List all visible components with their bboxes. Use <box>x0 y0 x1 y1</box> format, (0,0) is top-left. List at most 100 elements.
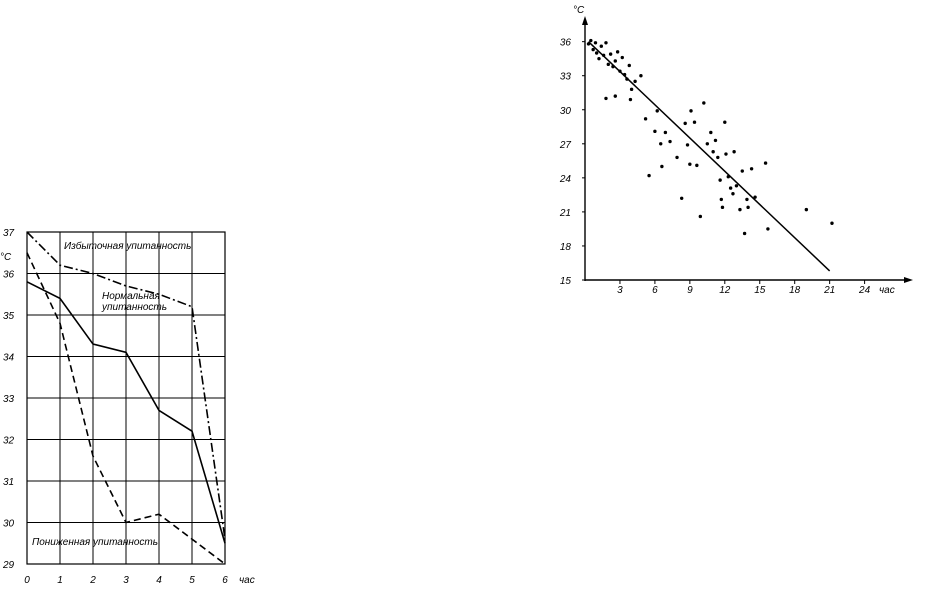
scatter-point <box>713 138 718 143</box>
scatter-point <box>597 56 601 61</box>
scatter-point <box>606 62 610 67</box>
scatter-point <box>718 178 722 182</box>
scatter-point <box>604 41 608 45</box>
scatter-point <box>732 150 736 154</box>
scatter-point <box>663 130 668 135</box>
left-y-tick-label: 37 <box>3 228 15 239</box>
annotation-low: Пониженная упитанность <box>32 537 158 548</box>
annotation-normal-line-2: упитанность <box>101 302 167 313</box>
scatter-point <box>695 163 699 168</box>
left-x-tick-label: 1 <box>57 575 63 586</box>
scatter-point <box>766 227 770 231</box>
left-x-tick-label: 4 <box>156 575 162 586</box>
scatter-point <box>705 142 710 146</box>
scatter-point <box>679 196 684 200</box>
scatter-point <box>728 186 733 190</box>
scatter-point <box>639 74 643 78</box>
scatter-point <box>594 51 599 55</box>
scatter-point <box>643 117 648 121</box>
left-x-tick-label: 2 <box>89 575 96 586</box>
right-y-tick-label: 36 <box>560 38 572 49</box>
scatter-point <box>629 87 634 92</box>
right-x-tick-label: 24 <box>858 285 871 296</box>
scatter-point <box>740 169 744 173</box>
right-chart-x-ticks: 3 6 9 12 15 18 21 24 <box>617 280 871 296</box>
scatter-point <box>742 231 747 236</box>
scatter-point <box>647 173 651 178</box>
scatter-point <box>749 167 754 171</box>
annotation-excess: Избыточная упитанность <box>64 240 191 252</box>
scatter-point <box>653 129 657 134</box>
scatter-point <box>668 139 672 144</box>
scatter-point <box>692 120 697 124</box>
right-x-tick-label: 18 <box>789 285 801 296</box>
right-y-tick-label: 33 <box>560 72 572 83</box>
left-y-tick-label: 30 <box>3 519 15 530</box>
left-y-tick-label: 34 <box>3 353 15 364</box>
scatter-point <box>709 130 713 135</box>
scatter-point <box>620 55 624 60</box>
scatter-point <box>698 214 703 219</box>
right-chart-x-axis-arrow <box>904 277 913 283</box>
left-y-tick-label: 36 <box>3 270 15 281</box>
left-chart-y-ticks: 29 30 31 32 33 34 35 36 37 <box>2 228 15 571</box>
left-series-line <box>26 281 226 544</box>
right-chart-y-ticks: 15 18 21 24 27 30 33 36 <box>559 38 585 287</box>
right-chart-y-axis-label: °C <box>573 5 585 16</box>
left-chart-grid <box>27 232 225 564</box>
scatter-point <box>716 155 720 160</box>
scatter-point <box>734 184 739 188</box>
right-x-tick-label: 3 <box>617 285 623 296</box>
scatter-point <box>628 97 633 102</box>
scatter-point <box>763 161 768 165</box>
left-y-tick-label: 33 <box>3 394 15 405</box>
scatter-point <box>659 142 663 146</box>
scatter-point <box>613 94 617 98</box>
scatter-point <box>738 207 742 212</box>
scatter-point <box>830 221 834 225</box>
right-y-tick-label: 21 <box>559 208 571 219</box>
scatter-point <box>615 50 620 54</box>
scatter-point <box>675 155 679 160</box>
left-y-tick-label: 31 <box>3 477 14 488</box>
right-x-tick-label: 6 <box>652 285 658 296</box>
right-y-tick-label: 18 <box>560 242 572 253</box>
right-chart-trend-line <box>587 41 831 272</box>
right-chart-y-axis-arrow <box>582 16 588 25</box>
left-y-tick-label: 29 <box>2 560 15 571</box>
left-y-tick-label: 35 <box>3 311 15 322</box>
right-y-tick-label: 30 <box>560 106 572 117</box>
right-chart-points <box>586 38 834 236</box>
scatter-point <box>608 52 613 56</box>
left-x-tick-label: 3 <box>123 575 129 586</box>
right-y-tick-label: 27 <box>559 140 572 151</box>
scatter-point <box>731 192 735 196</box>
scatter-point <box>633 79 637 84</box>
scatter-point <box>745 197 749 202</box>
left-chart-series <box>26 231 226 565</box>
left-series-line <box>26 231 226 540</box>
left-x-tick-label: 6 <box>222 575 228 586</box>
scatter-point <box>604 96 608 101</box>
right-y-tick-label: 24 <box>559 174 572 185</box>
right-x-tick-label: 12 <box>719 285 731 296</box>
scatter-point <box>599 44 604 48</box>
annotation-normal-line-1: Нормальная <box>102 291 161 302</box>
scatter-point <box>613 59 617 63</box>
scatter-point <box>589 38 593 43</box>
scatter-point <box>724 152 728 156</box>
left-chart-x-axis-label: час <box>239 575 255 586</box>
scatter-point <box>689 109 693 113</box>
scatter-point <box>702 101 706 105</box>
scatter-point <box>711 150 715 154</box>
scatter-point <box>685 143 690 147</box>
left-series-line <box>26 252 226 565</box>
scatter-point <box>720 205 725 210</box>
left-chart-x-ticks: 0 1 2 3 4 5 6 <box>24 575 228 586</box>
right-x-tick-label: 15 <box>754 285 766 296</box>
scatter-point <box>655 109 659 113</box>
scatter-point <box>660 164 664 169</box>
right-chart-x-axis-label: час <box>879 285 895 296</box>
